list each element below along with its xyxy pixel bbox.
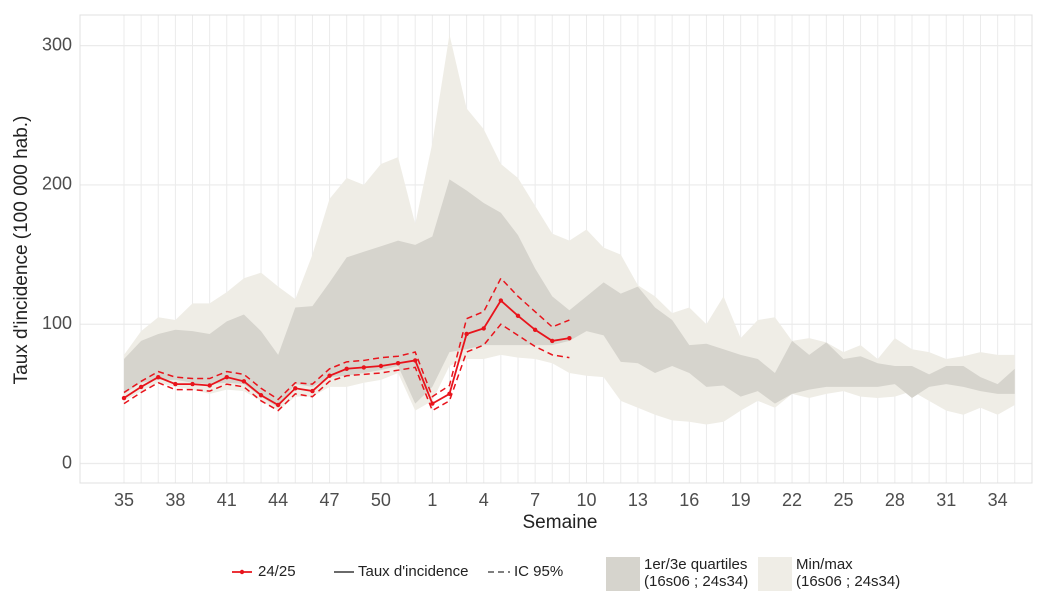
legend-key xyxy=(606,557,640,591)
point xyxy=(447,391,452,397)
legend-key xyxy=(239,569,245,575)
x-tick-label: 1 xyxy=(427,490,437,510)
x-tick-label: 16 xyxy=(679,490,699,510)
ci-line xyxy=(123,323,570,412)
point xyxy=(173,381,178,387)
point xyxy=(138,384,144,390)
point xyxy=(378,363,384,369)
point xyxy=(464,331,469,337)
x-tick-label: 44 xyxy=(268,490,288,510)
point xyxy=(327,373,332,378)
y-tick-label: 100 xyxy=(42,313,72,333)
point xyxy=(532,327,538,332)
point xyxy=(395,361,401,366)
point xyxy=(190,381,195,387)
point xyxy=(310,388,315,394)
legend-label: Taux d'incidence xyxy=(358,563,468,580)
legend-label: 24/25 xyxy=(258,563,296,580)
legend-label: 1er/3e quartiles xyxy=(644,556,747,573)
legend-label: IC 95% xyxy=(514,563,563,580)
y-tick-label: 200 xyxy=(42,174,72,194)
band xyxy=(124,179,1015,408)
legend-key xyxy=(758,557,792,591)
point xyxy=(550,338,555,344)
point xyxy=(430,401,435,406)
y-axis-title: Taux d'incidence (100 000 hab.) xyxy=(11,116,32,385)
x-tick-label: 31 xyxy=(936,490,956,510)
x-tick-label: 47 xyxy=(320,490,340,510)
point xyxy=(481,326,486,331)
point xyxy=(515,313,521,319)
x-tick-label: 4 xyxy=(479,490,489,510)
x-tick-label: 25 xyxy=(833,490,853,510)
point xyxy=(207,383,212,388)
plot-area xyxy=(80,15,1032,483)
x-axis-title: Semaine xyxy=(523,512,598,533)
x-tick-label: 38 xyxy=(165,490,185,510)
point xyxy=(121,395,127,401)
x-tick-label: 41 xyxy=(217,490,237,510)
point xyxy=(241,379,247,384)
point xyxy=(156,374,161,380)
x-tick-label: 28 xyxy=(885,490,905,510)
y-tick-label: 300 xyxy=(42,34,72,54)
x-tick-label: 50 xyxy=(371,490,391,510)
x-tick-label: 34 xyxy=(988,490,1008,510)
point xyxy=(275,402,281,408)
y-tick-label: 0 xyxy=(62,452,72,472)
legend-label: (16s06 ; 24s34) xyxy=(796,573,900,590)
x-tick-label: 7 xyxy=(530,490,540,510)
x-tick-label: 10 xyxy=(576,490,596,510)
x-tick-label: 35 xyxy=(114,490,134,510)
point xyxy=(567,335,572,341)
point xyxy=(224,374,229,380)
point xyxy=(258,393,264,398)
plot-border xyxy=(79,14,1033,484)
point xyxy=(498,298,504,303)
ci-line xyxy=(123,276,570,401)
point xyxy=(293,386,298,391)
point xyxy=(413,358,418,363)
point xyxy=(344,366,349,371)
x-tick-label: 19 xyxy=(731,490,751,510)
legend-label: Min/max xyxy=(796,556,853,573)
x-tick-label: 22 xyxy=(782,490,802,510)
legend-label: (16s06 ; 24s34) xyxy=(644,573,748,590)
x-tick-label: 13 xyxy=(628,490,648,510)
point xyxy=(361,365,367,370)
